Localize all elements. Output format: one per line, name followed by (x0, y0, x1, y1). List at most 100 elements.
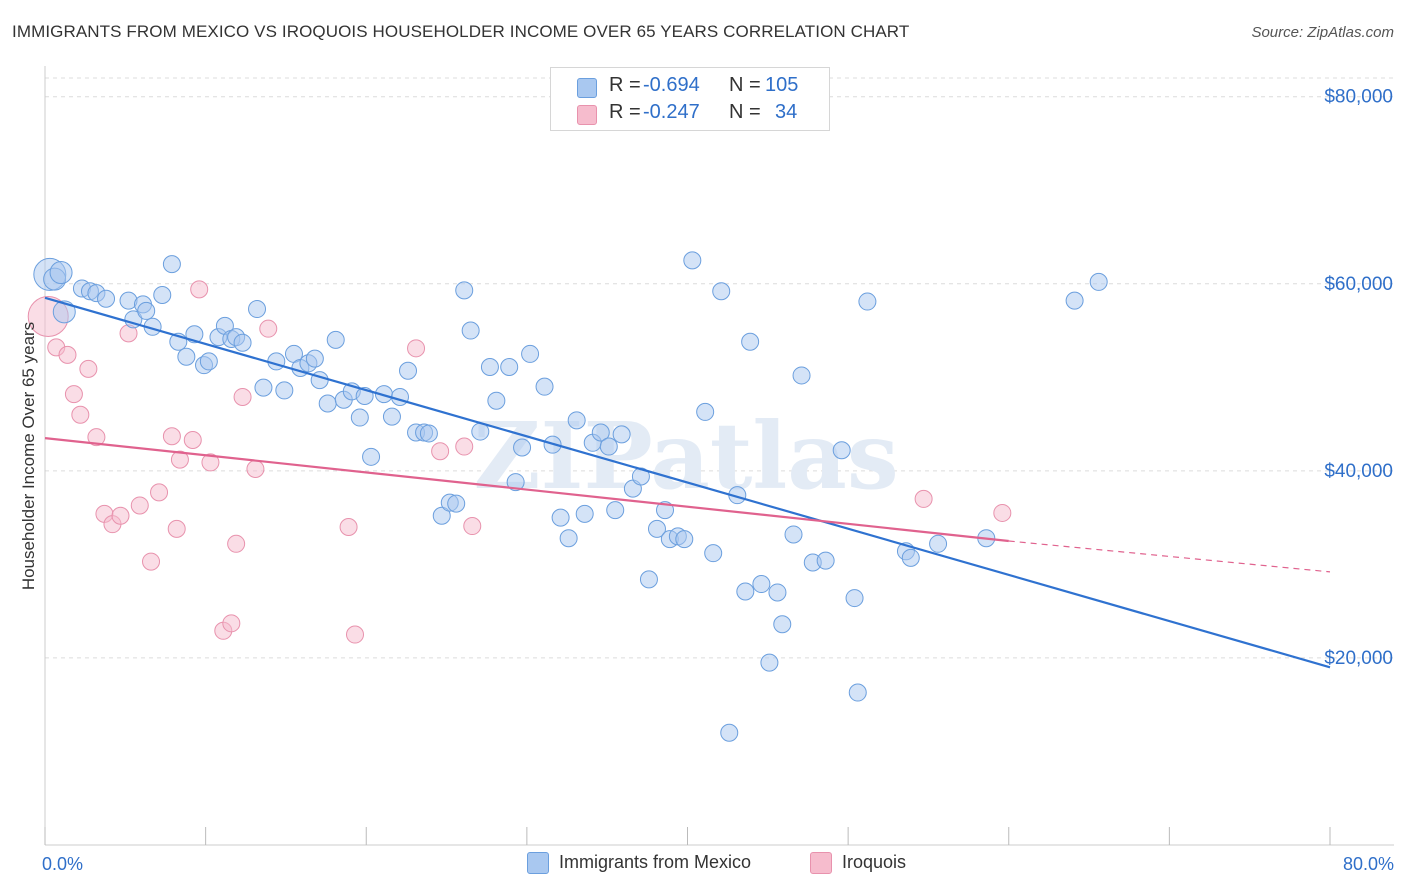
n-value-mexico: 105 (765, 74, 799, 96)
mexico-point (137, 301, 156, 320)
mexico-point (599, 437, 618, 456)
iroquois-point (233, 387, 252, 406)
mexico-point (432, 506, 451, 525)
iroquois-point (87, 428, 106, 447)
iroquois-point (993, 503, 1012, 522)
mexico-point (513, 438, 532, 457)
mexico-point (575, 504, 594, 523)
iroquois-point (190, 280, 209, 299)
legend-label-mexico: Immigrants from Mexico (559, 852, 752, 872)
y-tick-label: $80,000 (1324, 87, 1393, 108)
mexico-point (153, 286, 172, 305)
mexico-point (500, 358, 519, 377)
r-label: R = (609, 74, 641, 96)
r-label: R = (609, 101, 641, 123)
mexico-point (631, 467, 650, 486)
y-tick-label: $60,000 (1324, 274, 1393, 295)
trend-line-mexico (44, 296, 1331, 669)
mexico-point (97, 289, 116, 308)
mexico-point (233, 333, 252, 352)
mexico-point (162, 255, 181, 274)
iroquois-point (339, 517, 358, 536)
mexico-point (901, 548, 920, 567)
iroquois-point (58, 345, 77, 364)
iroquois-point (150, 483, 169, 502)
iroquois-point (162, 427, 181, 446)
iroquois-point (201, 453, 220, 472)
iroquois-point (259, 319, 278, 338)
mexico-point (816, 551, 835, 570)
mexico-point (461, 321, 480, 340)
mexico-point (447, 494, 466, 513)
mexico-point (318, 394, 337, 413)
n-value-iroquois: 34 (775, 101, 798, 123)
source-label: Source: ZipAtlas.com (1251, 24, 1394, 41)
iroquois-point (71, 405, 90, 424)
y-axis-title: Householder Income Over 65 years (19, 322, 38, 590)
trend-line-iroquois (44, 437, 1009, 543)
mexico-point (275, 381, 294, 400)
iroquois-point (130, 496, 149, 515)
iroquois-point (170, 450, 189, 469)
mexico-point (506, 473, 525, 492)
mexico-point (858, 292, 877, 311)
trend-line-iroquois-extension (1008, 540, 1331, 573)
series-iroquois-swatch (577, 105, 597, 125)
mexico-point (704, 544, 723, 563)
mexico-point (683, 251, 702, 270)
iroquois-point (227, 534, 246, 553)
mexico-point (177, 347, 196, 366)
mexico-point (199, 352, 218, 371)
mexico-point (326, 330, 345, 349)
iroquois-point (142, 552, 161, 571)
mexico-point (929, 534, 948, 553)
mexico-point (639, 570, 658, 589)
mexico-point (845, 589, 864, 608)
mexico-point (612, 425, 631, 444)
mexico-point (382, 407, 401, 426)
iroquois-point (914, 489, 933, 508)
mexico-point (752, 575, 771, 594)
mexico-point (254, 378, 273, 397)
stats-box: R = -0.694 N = 105 R = -0.247 N = 34 (550, 67, 830, 131)
y-tick-label: $40,000 (1324, 461, 1393, 482)
mexico-point (487, 391, 506, 410)
x-tick-label-max: 80.0% (1343, 854, 1394, 874)
mexico-point (848, 683, 867, 702)
stats-row-mexico: R = -0.694 N = 105 (551, 74, 829, 102)
mexico-point (362, 447, 381, 466)
mexico-point (832, 441, 851, 460)
mexico-point (768, 583, 787, 602)
mexico-point (792, 366, 811, 385)
mexico-point (784, 525, 803, 544)
y-tick-label: $20,000 (1324, 648, 1393, 669)
mexico-point (773, 615, 792, 634)
iroquois-point (346, 625, 365, 644)
legend-swatch-iroquois (810, 852, 832, 874)
iroquois-point (111, 506, 130, 525)
axes (44, 66, 1394, 846)
r-value-mexico: -0.694 (643, 74, 700, 96)
iroquois-point (246, 459, 265, 478)
x-tick-label-min: 0.0% (42, 854, 83, 874)
legend-swatch-mexico (527, 852, 549, 874)
series-mexico-swatch (577, 78, 597, 98)
mexico-point (419, 424, 438, 443)
mexico-point (647, 519, 666, 538)
mexico-point (535, 377, 554, 396)
mexico-point (1065, 291, 1084, 310)
mexico-point (551, 508, 570, 527)
mexico-point (305, 349, 324, 368)
grid-lines (45, 77, 1394, 659)
mexico-point (1089, 272, 1108, 291)
trend-lines (44, 296, 1331, 669)
mexico-point (591, 423, 610, 442)
iroquois-point (64, 385, 83, 404)
mexico-point (350, 408, 369, 427)
mexico-point (52, 300, 76, 324)
stats-row-iroquois: R = -0.247 N = 34 (551, 101, 829, 129)
legend-item-mexico[interactable]: Immigrants from Mexico (527, 851, 787, 877)
mexico-point (521, 344, 540, 363)
legend-item-iroquois[interactable]: Iroquois (810, 851, 930, 877)
iroquois-point (455, 437, 474, 456)
